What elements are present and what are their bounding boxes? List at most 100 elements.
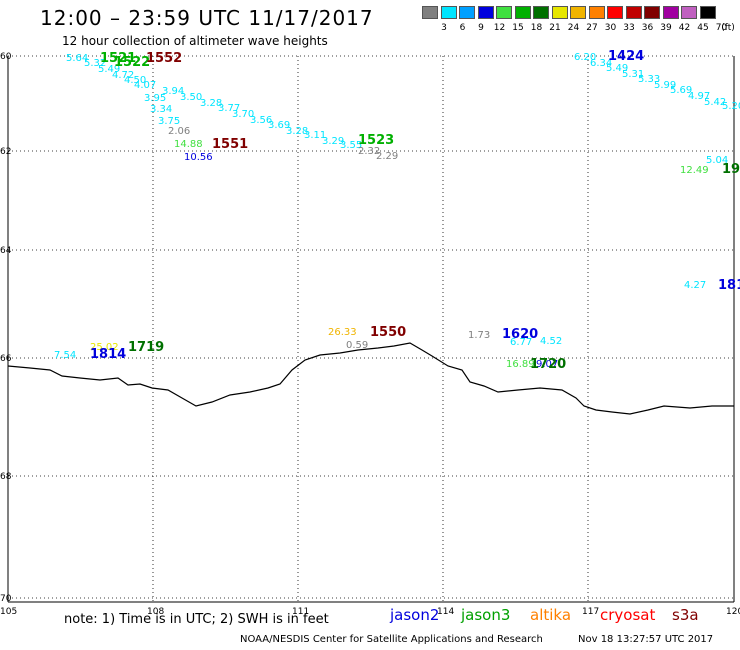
lat-tick-label: 70 [0,594,12,604]
wave-height-label: 7.54 [54,350,76,361]
wave-height-label: 5.99 [654,80,676,91]
scale-swatch-18 [514,6,531,19]
time-label: 181 [718,278,740,293]
scale-label: 27 [586,23,598,33]
wave-height-label: 4.72 [112,70,134,81]
scale-label: 12 [493,23,506,33]
time-label: 1521 [100,51,136,66]
scale-label: 39 [660,23,672,33]
scale-label: 45 [697,23,709,33]
scale-label: 24 [567,23,580,33]
wave-height-label: 2.06 [168,126,190,137]
lon-tick-label: 108 [147,607,164,617]
credit-line: NOAA/NESDIS Center for Satellite Applica… [240,634,543,645]
scale-label: 9 [478,23,484,33]
wave-height-label: 5.20 [722,101,740,112]
scale-swatch-42 [662,6,679,19]
wave-height-label: 6.34 [590,58,612,69]
wave-height-label: 5.42 [704,97,726,108]
wave-height-label: 10.56 [184,152,213,163]
scale-swatch-36 [625,6,642,19]
wave-height-label: 3.75 [158,116,180,127]
time-label: 1814 [90,347,126,362]
wave-height-label: 0.59 [346,340,368,351]
wave-height-label: 5.49 [98,64,120,75]
scale-swatch-45 [681,6,697,19]
wave-height-label: 5.69 [670,85,692,96]
scale-label: 18 [530,23,543,33]
scale-label: 3 [441,23,447,33]
scale-label: 36 [641,23,654,33]
legend-entry-jason2: jason2 [390,606,440,624]
scale-label: 33 [623,23,635,33]
wave-height-label: 5.04 [706,155,728,166]
wave-height-label: 25.02 [90,342,119,353]
lon-tick-label: 120 [726,607,740,617]
wave-height-label: 3.70 [232,109,254,120]
scale-swatch-70 [699,6,716,19]
scale-swatch-9 [459,6,475,19]
wave-height-label: 3.77 [218,103,240,114]
wave-height-label: 12.49 [680,165,709,176]
wave-height-label: 3.11 [304,130,326,141]
scale-label: 15 [512,23,524,33]
wave-height-label: 2.32 [358,146,380,157]
wave-height-label: 4.97 [688,91,710,102]
wave-height-label: 5.31 [622,69,644,80]
time-label: 1522 [114,55,150,70]
scale-swatch-21 [533,6,549,19]
wave-height-label: 3.69 [268,120,290,131]
wave-height-label: 5.33 [638,74,660,85]
scale-label: 21 [549,23,561,33]
wave-height-label: 16.89 [506,359,535,370]
legend-entry-s3a: s3a [672,606,699,624]
wave-height-label: 4.52 [540,336,562,347]
lat-tick-label: 66 [0,354,12,364]
wave-height-label: 3.95 [144,93,166,104]
coastline [7,342,734,415]
scale-label: 6 [459,23,466,33]
wave-height-label: 2.29 [376,151,398,162]
time-label: 1551 [212,137,248,152]
wave-height-label: 14.88 [174,139,203,150]
wave-height-label: 4.07 [134,80,156,91]
scale-swatch-12 [477,6,494,19]
wave-height-label: 1.73 [468,330,490,341]
scale-label: 42 [678,23,691,33]
scale-swatch-24 [551,6,568,19]
time-label: 19 [722,162,740,177]
wave-height-label: 3.94 [162,86,184,97]
wave-height-label: 3.28 [286,126,308,137]
wave-height-label: 3.29 [322,136,344,147]
time-label: 1550 [370,325,406,340]
wave-height-label: 3.56 [250,115,272,126]
lat-tick-label: 68 [0,472,12,482]
wave-height-label: 5.32 [84,58,106,69]
wave-height-label: 4.27 [684,280,706,291]
time-label: 1424 [608,49,644,64]
map-title: 12:00 – 23:59 UTC 11/17/2017 [40,6,374,30]
time-label: 1552 [146,51,182,66]
lat-tick-label: 60 [0,52,12,62]
wave-height-label: 5.49 [606,63,628,74]
time-label: 1719 [128,340,164,355]
lat-tick-label: 64 [0,246,12,256]
lon-tick-label: 114 [437,607,454,617]
time-label: 1523 [358,133,394,148]
scale-unit-label: (ft) [721,23,735,33]
wave-height-label: 4.50 [124,75,146,86]
legend-entry-altika: altika [530,606,572,624]
scale-swatch-27 [570,6,586,19]
legend-entry-cryosat: cryosat [600,606,656,624]
scale-label: 70 [715,23,728,33]
lon-tick-label: 105 [0,607,17,617]
wave-height-label: 3.28 [200,98,222,109]
scale-swatch-6 [440,6,457,19]
wave-height-label: 5.64 [66,53,88,64]
wave-height-label: 6.20 [574,52,596,63]
scale-swatch-3 [422,6,438,19]
legend-entry-jason3: jason3 [461,606,511,624]
generation-timestamp: Nov 18 13:27:57 UTC 2017 [578,634,714,645]
lon-tick-label: 117 [582,607,599,617]
